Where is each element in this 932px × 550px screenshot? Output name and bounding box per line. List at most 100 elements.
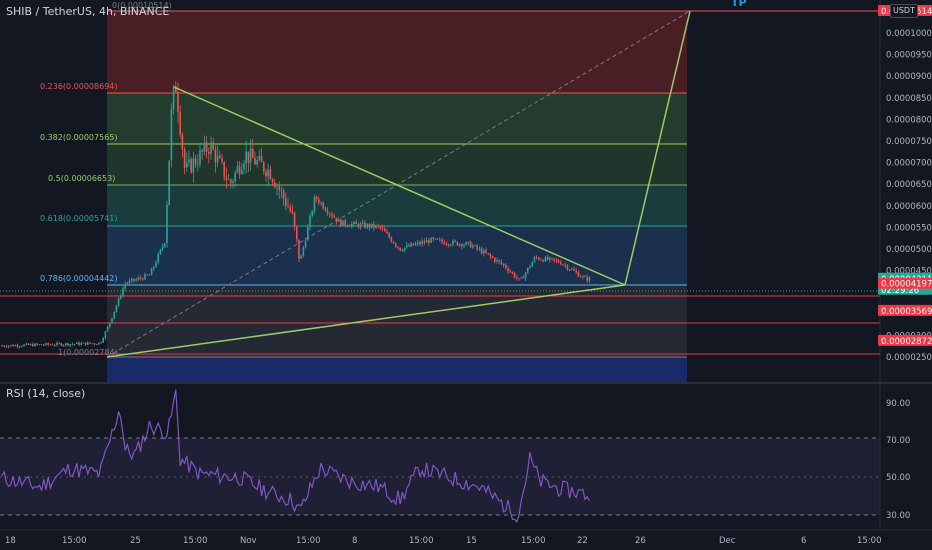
- candle-body: [395, 243, 397, 247]
- candle-body: [1, 345, 3, 347]
- candle-body: [285, 198, 287, 207]
- candle-body: [381, 227, 384, 229]
- candle-body: [159, 249, 162, 254]
- candle-body: [289, 207, 291, 211]
- candle-body: [227, 179, 230, 181]
- candle-body: [557, 260, 560, 263]
- price-tag: 0.00002872: [881, 337, 932, 347]
- candle-body: [298, 239, 300, 259]
- candle-body: [483, 250, 485, 254]
- rsi-axis-label: 90.00: [886, 399, 910, 409]
- candlestick-series[interactable]: [1, 81, 591, 349]
- candle-body: [522, 277, 525, 279]
- price-tag-bg: [878, 334, 932, 346]
- candle-body: [573, 269, 575, 271]
- candle-body: [443, 241, 445, 245]
- candle-body: [131, 278, 133, 281]
- candle-body: [203, 142, 206, 152]
- candle-body: [357, 223, 360, 228]
- rsi-panel[interactable]: [0, 389, 880, 523]
- candle-body: [128, 280, 131, 284]
- candle-body: [498, 260, 500, 262]
- candle-body: [571, 269, 573, 270]
- candle-body: [54, 345, 56, 346]
- candle-body: [230, 179, 232, 184]
- candle-body: [392, 241, 395, 244]
- triangle-upper-line: [173, 86, 626, 286]
- candle-body: [12, 345, 14, 347]
- candle-body: [524, 272, 527, 279]
- fib-retracement-zones[interactable]: [107, 11, 687, 382]
- candle-body: [95, 344, 98, 345]
- candle-body: [439, 239, 441, 241]
- time-axis-label: 15:00: [857, 536, 882, 546]
- candle-body: [403, 247, 406, 251]
- candle-body: [124, 283, 126, 289]
- candle-body: [78, 342, 80, 345]
- candle-body: [62, 344, 65, 346]
- candle-body: [467, 241, 470, 243]
- candle-body: [47, 343, 49, 345]
- time-axis-label: 18: [5, 536, 16, 546]
- candle-body: [133, 278, 135, 281]
- time-axis-label: 26: [635, 536, 646, 546]
- candle-body: [538, 257, 540, 260]
- fib-label-0236: 0.236(0.00008694): [40, 82, 118, 91]
- candle-body: [307, 227, 309, 241]
- candle-body: [219, 155, 221, 158]
- candle-body: [375, 225, 377, 228]
- candle-body: [144, 274, 146, 280]
- candle-body: [287, 206, 289, 208]
- candle-body: [260, 155, 263, 163]
- candle-body: [135, 279, 137, 281]
- candle-body: [18, 346, 21, 348]
- candle-body: [348, 226, 351, 227]
- candle-body: [181, 134, 184, 150]
- candle-body: [155, 262, 157, 267]
- candle-body: [353, 221, 355, 224]
- candle-body: [390, 237, 393, 242]
- candle-body: [25, 343, 27, 345]
- candle-body: [238, 166, 241, 174]
- candle-body: [89, 342, 91, 344]
- candle-body: [322, 202, 324, 209]
- candle-body: [265, 171, 267, 177]
- candle-body: [542, 259, 544, 262]
- price-tag: 0.00003569: [881, 307, 932, 317]
- currency-badge[interactable]: USDT: [890, 4, 918, 18]
- candle-body: [373, 223, 375, 228]
- candle-body: [342, 220, 344, 227]
- rsi-indicator-title[interactable]: RSI (14, close): [6, 387, 86, 400]
- candle-body: [507, 268, 509, 272]
- candle-body: [553, 258, 555, 261]
- candle-body: [414, 243, 417, 246]
- candle-body: [311, 210, 313, 216]
- triangle-pattern[interactable]: [106, 10, 691, 358]
- candle-body: [142, 278, 144, 280]
- rsi-axis-label: 50.00: [886, 473, 910, 483]
- candle-body: [166, 204, 168, 244]
- candle-body: [480, 248, 483, 254]
- candle-body: [236, 166, 239, 173]
- tp-projection-line: [624, 10, 691, 286]
- candle-body: [82, 342, 85, 344]
- candle-body: [280, 189, 283, 191]
- candle-body: [258, 155, 261, 161]
- time-axis-label: 8: [352, 536, 357, 546]
- candle-body: [408, 245, 410, 247]
- fib-zone-grey: [107, 285, 687, 357]
- time-axis-label: 25: [130, 536, 141, 546]
- fib-zone-red: [107, 11, 687, 93]
- candle-body: [491, 256, 494, 258]
- candle-body: [188, 159, 190, 163]
- candle-body: [364, 222, 366, 228]
- symbol-title[interactable]: SHIB / TetherUS, 4h, BINANCE: [6, 5, 170, 18]
- candle-body: [320, 202, 322, 204]
- candle-body: [7, 345, 10, 347]
- time-axis[interactable]: 18 15:00 25 15:00 Nov 15:00 8 15:00 15 15:00 22 26 D…: [5, 536, 882, 546]
- candle-body: [122, 288, 124, 296]
- candle-body: [527, 267, 529, 273]
- candle-body: [386, 231, 388, 234]
